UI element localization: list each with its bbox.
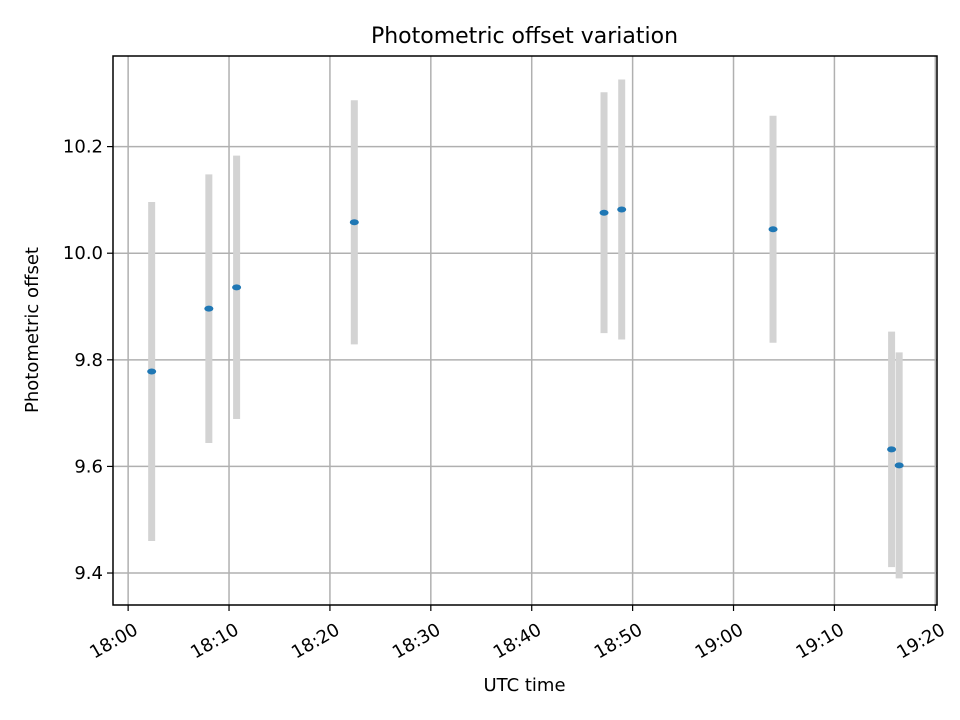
x-axis-ticks: 18:00 18:10 18:20 18:30 18:40 18:50 19:00 19:10… [86,605,949,663]
y-tick-label: 10.0 [63,243,103,264]
x-axis-label: UTC time [483,675,565,696]
x-tick-label: 18:00 [86,619,141,663]
x-tick-label: 18:30 [389,619,444,663]
y-tick-label: 9.8 [74,350,103,371]
data-point [617,206,627,213]
chart-title: Photometric offset variation [371,24,678,49]
data-point [204,305,214,312]
y-tick-label: 9.4 [74,563,103,584]
grid [113,56,937,605]
y-axis-label: Photometric offset [22,247,43,413]
data-point [349,219,359,226]
data-points [147,206,904,469]
x-tick-label: 19:20 [893,619,948,663]
data-point [147,368,157,375]
error-bars [148,79,903,579]
data-point [894,462,904,469]
y-tick-label: 10.2 [63,137,103,158]
y-axis-ticks: 9.4 9.6 9.8 10.0 10.2 [63,137,113,584]
data-point [232,284,242,291]
y-tick-label: 9.6 [74,456,103,477]
x-tick-label: 18:10 [187,619,242,663]
x-tick-label: 18:40 [490,619,545,663]
data-point [887,446,897,453]
x-tick-label: 19:10 [792,619,847,663]
data-point [599,209,609,216]
x-tick-label: 19:00 [692,619,747,663]
x-tick-label: 18:20 [288,619,343,663]
x-tick-label: 18:50 [591,619,646,663]
plot-area-frame [112,55,938,606]
data-point [768,226,778,233]
